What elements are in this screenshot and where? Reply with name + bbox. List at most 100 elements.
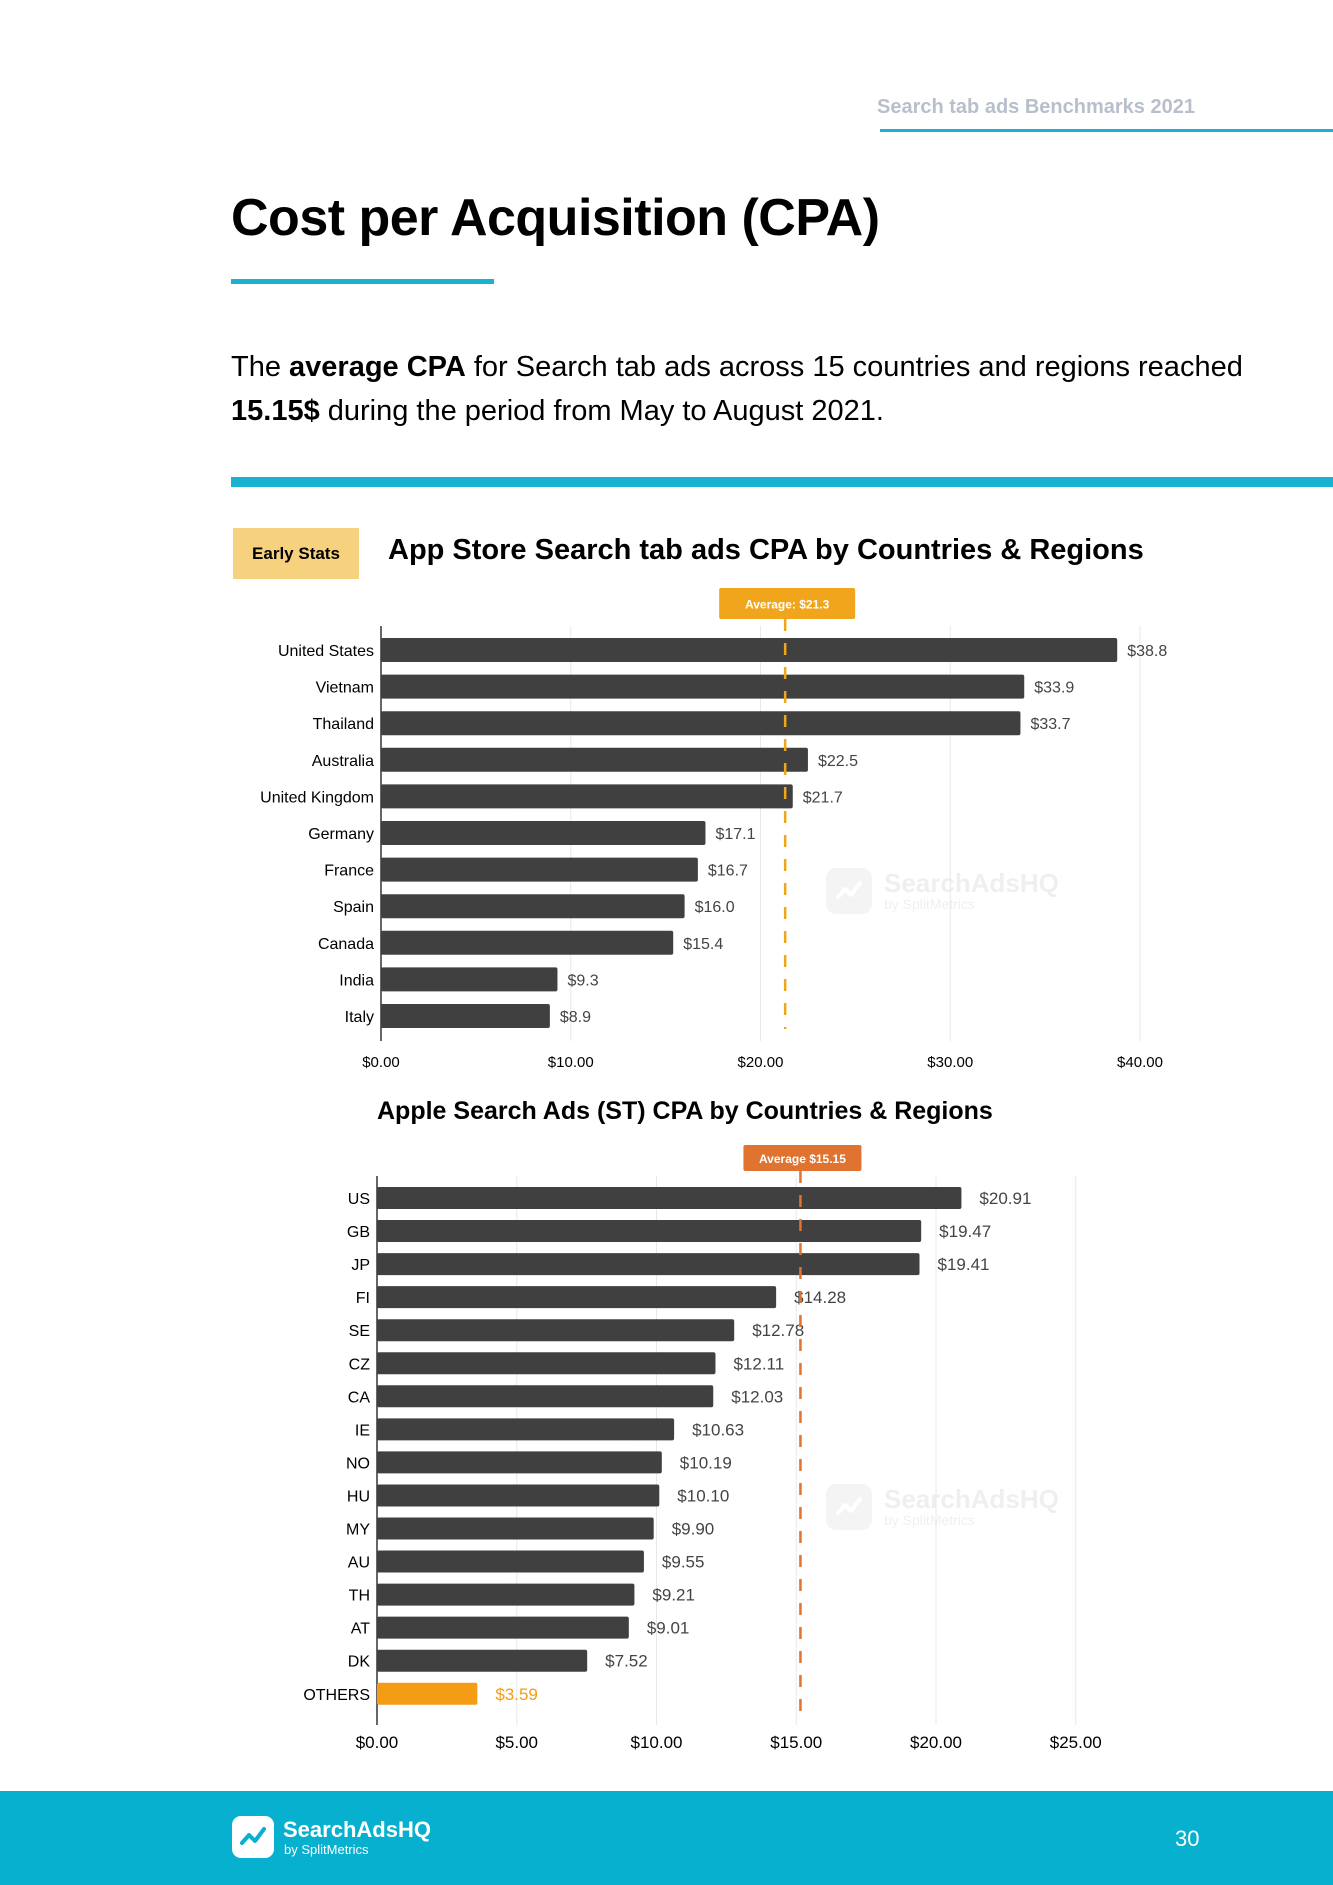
category-label: Thailand [313,716,374,733]
x-tick-label: $25.00 [1050,1733,1102,1752]
early-stats-badge: Early Stats [233,528,359,579]
bar [381,857,698,882]
bar [381,967,558,992]
value-label: $9.01 [647,1619,690,1638]
footer-brand-sub: by SplitMetrics [284,1842,369,1857]
bar [381,894,685,919]
value-label: $19.47 [939,1222,991,1241]
bar [381,821,706,845]
x-tick-label: $0.00 [362,1054,400,1071]
bar [377,1649,588,1672]
category-label: Italy [345,1009,374,1026]
average-label: Average $15.15 [759,1152,846,1166]
bar [377,1286,777,1309]
category-label: CA [348,1389,371,1406]
category-label: HU [347,1488,370,1505]
value-label: $21.7 [803,789,843,806]
intro-bold-average-cpa: average CPA [289,351,466,383]
bar [377,1253,920,1276]
category-label: France [324,863,374,880]
watermark-sub: by SplitMetrics [884,896,976,912]
value-label: $12.11 [733,1354,784,1373]
category-label: SE [349,1323,370,1340]
x-tick-label: $15.00 [770,1733,822,1752]
bar [377,1682,478,1705]
value-label: $9.90 [672,1520,715,1539]
category-label: OTHERS [303,1687,370,1704]
category-label: United States [278,643,374,660]
bar [381,784,793,809]
bar [377,1583,635,1606]
x-tick-label: $0.00 [356,1733,399,1752]
value-label: $12.03 [731,1387,783,1406]
x-tick-label: $10.00 [548,1054,594,1071]
bar [377,1385,714,1408]
value-label: $16.7 [708,863,748,880]
bar [381,1004,550,1028]
footer-bar [0,1791,1333,1885]
average-label: Average: $21.3 [745,598,830,612]
value-label: $9.3 [567,972,598,989]
page-number: 30 [1175,1826,1200,1851]
x-tick-label: $20.00 [910,1733,962,1752]
value-label: $17.1 [715,826,755,843]
watermark-1: SearchAdsHQ by SplitMetrics [826,868,1059,914]
charts-canvas: $0.00 $10.00 $20.00 $30.00 $40.00 United Stat… [260,588,1167,1752]
watermark-logo-icon [826,1484,872,1530]
chart-title-search-tab: App Store Search tab ads CPA by Countrie… [388,534,1144,566]
page-title: Cost per Acquisition (CPA) [231,189,880,247]
chart-2: $0.00 $5.00 $10.00 $15.00 $20.00 $25.00 US $20.… [303,1145,1102,1752]
value-label: $33.7 [1030,716,1070,733]
category-label: AU [348,1555,370,1572]
category-label: CZ [349,1356,371,1373]
intro-text-3: during the period from May to August 202… [319,395,884,427]
category-label: Australia [312,753,374,770]
watermark-name: SearchAdsHQ [884,1484,1059,1514]
bar [377,1517,654,1540]
bar [381,747,808,772]
category-label: GB [347,1224,370,1241]
bar [377,1352,716,1375]
value-label: $3.59 [495,1685,538,1704]
watermark-sub: by SplitMetrics [884,1512,976,1528]
watermark-2: SearchAdsHQ by SplitMetrics [826,1484,1059,1530]
category-label: JP [351,1257,370,1274]
category-label: India [339,972,374,989]
category-label: AT [351,1621,370,1638]
x-tick-label: $5.00 [495,1733,538,1752]
value-label: $16.0 [695,899,735,916]
bar [377,1220,922,1243]
value-label: $20.91 [979,1189,1031,1208]
bar [381,930,674,955]
value-label: $12.78 [752,1321,804,1340]
intro-text-2: for Search tab ads across 15 countries a… [465,351,1243,383]
x-tick-label: $30.00 [927,1054,973,1071]
chart-title-apple-search-ads: Apple Search Ads (ST) CPA by Countries &… [377,1097,993,1125]
section-divider [231,477,1333,487]
value-label: $7.52 [605,1652,648,1671]
bar [377,1187,962,1209]
category-label: United Kingdom [260,789,374,806]
value-label: $15.4 [683,936,723,953]
footer-brand: SearchAdsHQ [283,1817,431,1842]
bar [377,1319,735,1342]
category-label: Canada [318,936,374,953]
footer-logo-icon [232,1816,274,1858]
value-label: $10.63 [692,1420,744,1439]
average-badge [719,588,856,619]
intro-text-1: The [231,351,290,383]
bar [381,638,1118,662]
bar [377,1616,629,1639]
category-label: IE [355,1422,370,1439]
header-label: Search tab ads Benchmarks 2021 [877,96,1195,118]
x-tick-label: $10.00 [631,1733,683,1752]
value-label: $14.28 [794,1288,846,1307]
bar [377,1550,644,1573]
x-tick-label: $40.00 [1117,1054,1163,1071]
header-rule [880,129,1333,132]
bar [381,674,1025,699]
bar [377,1451,662,1474]
value-label: $22.5 [818,753,858,770]
bar [377,1484,660,1507]
value-label: $38.8 [1127,643,1167,660]
